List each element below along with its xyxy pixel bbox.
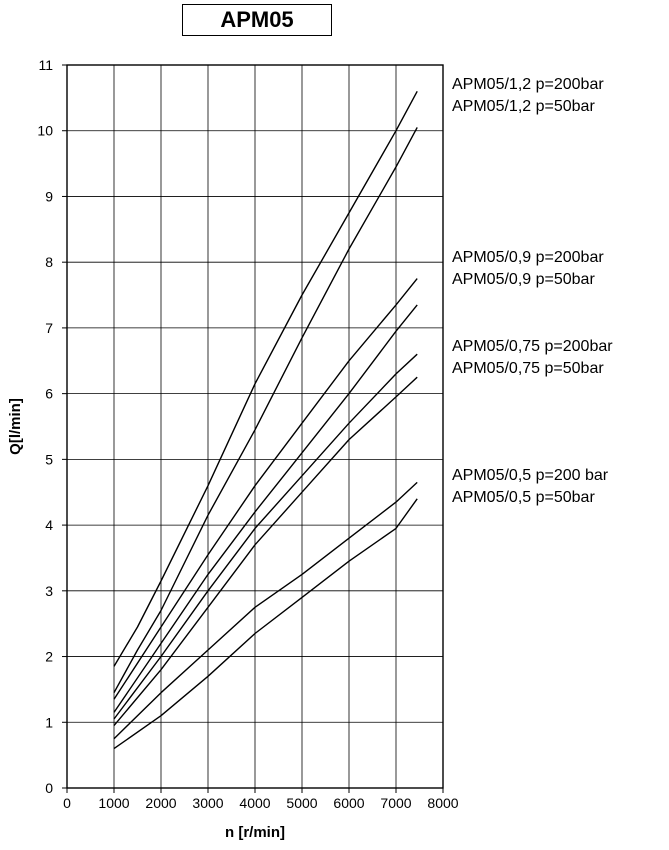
legend-entry: APM05/1,2 p=50bar bbox=[452, 98, 595, 115]
y-tick-label: 7 bbox=[45, 320, 53, 336]
x-tick-label: 5000 bbox=[286, 795, 317, 811]
legend-entry: APM05/0,75 p=50bar bbox=[452, 360, 604, 377]
series-line-8 bbox=[113, 498, 418, 750]
y-tick-label: 2 bbox=[45, 649, 53, 665]
x-tick-label: 3000 bbox=[192, 795, 223, 811]
y-tick-label: 8 bbox=[45, 254, 53, 270]
series-line-6 bbox=[113, 376, 418, 727]
legend-entry: APM05/0,5 p=50bar bbox=[452, 489, 595, 506]
legend-entry: APM05/1,2 p=200bar bbox=[452, 76, 604, 93]
x-tick-label: 7000 bbox=[380, 795, 411, 811]
series-line-7 bbox=[113, 481, 418, 740]
series-line-4 bbox=[113, 304, 418, 713]
legend-group-0-5: APM05/0,5 p=200 bar APM05/0,5 p=50bar bbox=[452, 466, 608, 510]
y-tick-label: 9 bbox=[45, 188, 53, 204]
y-tick-label: 3 bbox=[45, 583, 53, 599]
x-tick-label: 4000 bbox=[239, 795, 270, 811]
y-tick-label: 11 bbox=[38, 57, 53, 73]
series-line-3 bbox=[113, 278, 418, 700]
x-tick-label: 6000 bbox=[333, 795, 364, 811]
x-tick-label: 0 bbox=[63, 795, 71, 811]
y-tick-label: 10 bbox=[37, 123, 53, 139]
x-tick-label: 2000 bbox=[145, 795, 176, 811]
series-line-5 bbox=[113, 353, 418, 720]
y-tick-label: 5 bbox=[45, 451, 53, 467]
legend-entry: APM05/0,5 p=200 bar bbox=[452, 467, 609, 484]
legend-entry: APM05/0,75 p=200bar bbox=[452, 338, 613, 355]
y-tick-label: 6 bbox=[45, 386, 53, 402]
legend-group-1-2: APM05/1,2 p=200bar APM05/1,2 p=50bar bbox=[452, 75, 604, 119]
legend-entry: APM05/0,9 p=200bar bbox=[452, 249, 604, 266]
y-tick-label: 1 bbox=[45, 714, 53, 730]
legend-group-0-9: APM05/0,9 p=200bar APM05/0,9 p=50bar bbox=[452, 248, 604, 292]
series-line-1 bbox=[113, 90, 418, 667]
series-line-2 bbox=[113, 127, 418, 694]
y-axis-label: Q[l/min] bbox=[7, 398, 24, 455]
legend-entry: APM05/0,9 p=50bar bbox=[452, 271, 595, 288]
x-tick-label: 8000 bbox=[427, 795, 458, 811]
y-tick-label: 0 bbox=[45, 780, 53, 796]
chart-title: APM05 bbox=[182, 4, 332, 36]
legend-group-0-75: APM05/0,75 p=200bar APM05/0,75 p=50bar bbox=[452, 337, 613, 381]
x-tick-label: 1000 bbox=[98, 795, 129, 811]
y-tick-label: 4 bbox=[45, 517, 53, 533]
x-axis-label: n [r/min] bbox=[225, 824, 285, 841]
